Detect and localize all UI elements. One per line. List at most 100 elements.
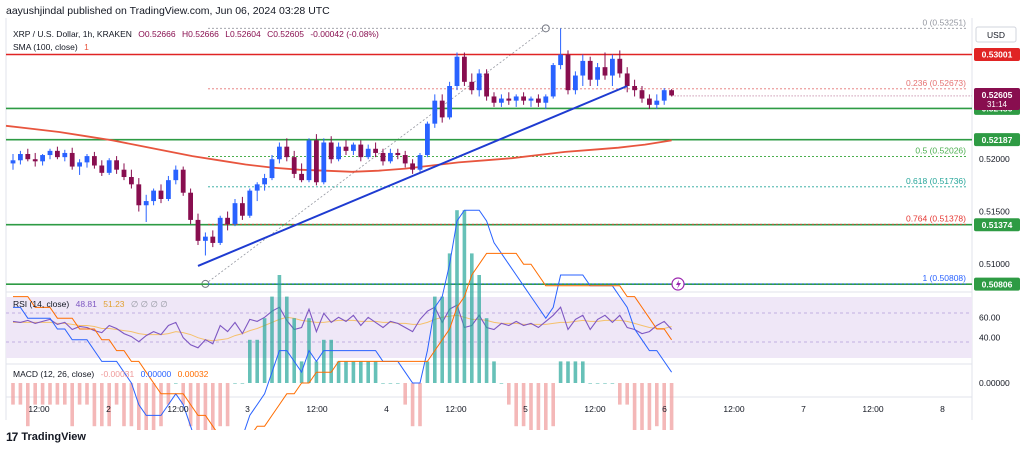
candle-body: [173, 169, 179, 181]
price-tick-0: 0.51000: [979, 259, 1010, 269]
time-label-6: 12:00: [445, 404, 467, 414]
candle-body: [462, 56, 467, 82]
candle-body: [32, 159, 38, 162]
candle-body: [602, 67, 608, 76]
candle-body: [365, 148, 371, 158]
candle-body: [269, 159, 275, 179]
candle-body: [69, 152, 75, 167]
macd-hist-bar: [211, 383, 215, 430]
tradingview-logo[interactable]: 17 TradingView: [6, 430, 86, 444]
candle-body: [439, 100, 445, 118]
macd-hist-bar: [114, 383, 119, 405]
legend-rsi-na: ∅ ∅ ∅ ∅: [131, 299, 168, 309]
chart-svg: 0 (0.53251) 0.236 (0.52673) 0.5 (0.52026) 0…: [5, 17, 1020, 430]
macd-hist-bar: [277, 275, 282, 383]
candle-body: [151, 190, 156, 202]
macd-hist-bar: [470, 253, 474, 383]
macd-hist-bar: [388, 383, 393, 384]
candle-body: [476, 73, 482, 91]
macd-hist-bar: [129, 383, 134, 427]
candle-body: [521, 96, 526, 101]
fib-levels: 0 (0.53251) 0.236 (0.52673) 0.5 (0.52026) 0…: [208, 17, 968, 285]
macd-hist-bar: [507, 383, 511, 405]
level-badge-2: [974, 133, 1020, 147]
candle-body: [654, 100, 660, 105]
macd-layer: [11, 209, 674, 430]
level-badge-4: [974, 277, 1020, 291]
time-label-12: 12:00: [862, 404, 884, 414]
legend-sma-value: 1: [84, 42, 89, 52]
candle-body: [395, 152, 401, 156]
macd-hist-bar: [351, 361, 356, 383]
candle-body: [573, 75, 578, 91]
legend-macd: MACD (12, 26, close) -0.00031 0.00000 0.…: [13, 369, 209, 379]
time-label-8: 12:00: [584, 404, 606, 414]
macd-hist-bar: [285, 296, 289, 383]
macd-hist-bar: [573, 361, 578, 383]
candle-body: [639, 90, 645, 99]
macd-hist-bar: [625, 383, 629, 405]
candle-body: [210, 236, 216, 243]
sma-line: [5, 124, 672, 173]
time-label-4: 12:00: [306, 404, 328, 414]
candle-body: [306, 140, 312, 181]
candle-body: [99, 165, 105, 173]
candle-body: [358, 144, 364, 158]
legend-rsi-value: 48.81: [76, 299, 98, 309]
fib-label-0: 0 (0.53251): [923, 17, 967, 27]
candle-body: [513, 96, 519, 101]
level-badge-label-4: 0.50806: [982, 279, 1013, 289]
candle-body: [469, 81, 475, 91]
fib-label-5: 1 (0.50808): [923, 273, 967, 283]
macd-hist-bar: [144, 383, 148, 430]
candle-body: [299, 173, 304, 181]
current-price-countdown: 31:14: [987, 100, 1008, 109]
macd-hist-bar: [418, 383, 422, 427]
macd-hist-bar: [218, 383, 222, 427]
macd-hist-bar: [100, 383, 104, 427]
candle-body: [247, 190, 253, 216]
candle-body: [277, 146, 282, 160]
fib-label-1: 0.236 (0.52673): [906, 78, 966, 88]
candle-body: [506, 98, 512, 101]
candle-body: [343, 146, 349, 151]
macd-hist-bar: [336, 361, 341, 383]
current-price-badge: [974, 87, 1020, 110]
candle-body: [158, 190, 164, 199]
macd-hist-bar: [174, 383, 178, 384]
macd-hist-bar: [514, 383, 518, 427]
legend-rsi-label: RSI (14, close): [13, 299, 69, 309]
candle-body: [106, 160, 112, 173]
legend-open: O0.52666: [138, 29, 176, 39]
candle-body: [328, 142, 334, 160]
macd-hist-bar: [632, 383, 637, 430]
candle-body: [595, 67, 600, 80]
time-label-1: 2: [106, 404, 111, 414]
trendline: [197, 85, 628, 267]
macd-hist-bar: [262, 318, 267, 383]
currency-badge[interactable]: [975, 26, 1017, 43]
candle-body: [291, 157, 297, 174]
macd-hist-bar: [292, 318, 296, 383]
candle-body: [232, 203, 238, 225]
macd-hist-bar: [588, 383, 592, 384]
macd-hist-bar: [455, 210, 459, 383]
macd-hist-bar: [669, 383, 674, 430]
macd-hist-bar: [329, 339, 333, 383]
candle-body: [565, 54, 571, 91]
macd-hist-bar: [248, 339, 252, 383]
candle-body: [558, 54, 563, 66]
legend-high: H0.52666: [182, 29, 219, 39]
legend-low: L0.52604: [225, 29, 261, 39]
macd-hist-bar: [610, 383, 615, 384]
macd-hist-bar: [603, 383, 607, 384]
candle-body: [84, 156, 90, 163]
macd-hist-bar: [521, 383, 526, 427]
currency-label: USD: [987, 30, 1005, 40]
time-label-5: 4: [384, 404, 389, 414]
price-axis: 0.530010.524860.521870.513740.508060.510…: [671, 48, 1020, 388]
macd-hist-bar: [26, 383, 30, 427]
macd-hist-bar: [640, 383, 644, 430]
macd-signal-line: [13, 252, 673, 430]
candle-body: [580, 60, 586, 76]
